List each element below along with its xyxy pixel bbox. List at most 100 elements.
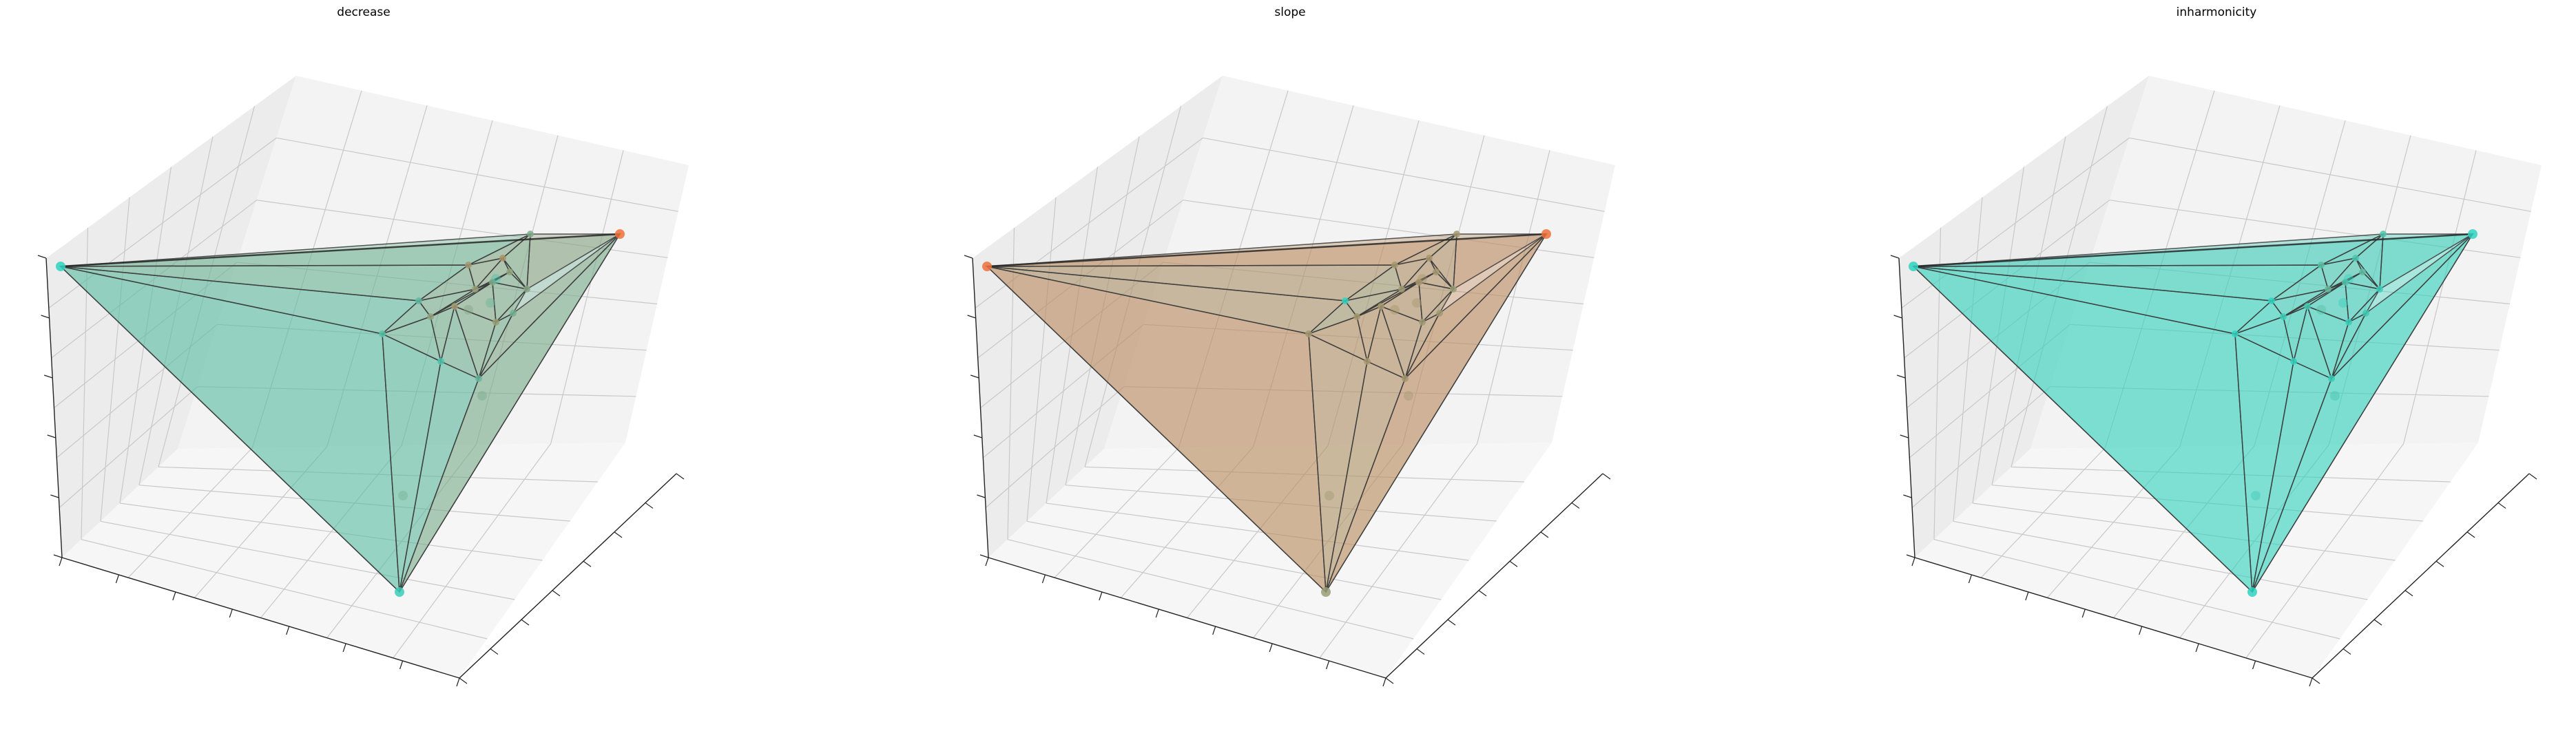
interior-point [2251, 491, 2261, 500]
vertex-point [506, 268, 513, 275]
interior-point [1417, 274, 1427, 284]
y-tick [2343, 648, 2351, 655]
gridline [1123, 386, 1563, 397]
y-tick [552, 590, 561, 597]
z-tick [47, 434, 56, 438]
vertex-point [427, 313, 434, 320]
surface [1909, 229, 2478, 597]
vertex-point [1378, 303, 1384, 310]
z-tick [1897, 374, 1906, 379]
surface-ridge [60, 233, 621, 268]
x-tick [1212, 626, 1216, 635]
surface-facet [2348, 288, 2380, 323]
z-tick [1893, 315, 1902, 319]
vertex-point [1436, 310, 1443, 317]
vertex-point [56, 262, 65, 271]
z-tick [50, 494, 59, 498]
z-tick [977, 494, 986, 498]
surface-facet [501, 233, 531, 291]
y-tick [2528, 473, 2537, 480]
gridline [2050, 386, 2489, 397]
vertex-point [472, 286, 479, 293]
x-tick [342, 643, 346, 653]
x-tick [2195, 643, 2199, 653]
x-tick [1099, 591, 1103, 601]
interior-point [1412, 298, 1422, 308]
y-tick [521, 619, 530, 626]
pane-left [973, 76, 1223, 558]
interior-point [2338, 298, 2348, 308]
y-tick [1416, 648, 1425, 655]
gridline [1911, 386, 2051, 508]
vertex-point [510, 310, 517, 317]
surface-ridge [986, 233, 1547, 268]
x-tick [1155, 609, 1159, 618]
x-tick [2139, 626, 2143, 635]
axis-line [988, 557, 1386, 679]
interior-point [2344, 274, 2354, 284]
subplot-title: slope [1274, 6, 1305, 19]
vertex-point [1415, 279, 1422, 286]
x-tick [1911, 557, 1915, 567]
vertex-point [1342, 297, 1349, 304]
z-tick [1903, 494, 1912, 498]
surface-facet [1394, 257, 1431, 290]
interior-point [398, 491, 408, 500]
vertex-point [2290, 358, 2297, 365]
pane-back [1104, 76, 1615, 449]
axes-3d [1890, 76, 2542, 687]
interior-point [1325, 491, 1334, 500]
y-tick [2497, 502, 2506, 509]
axis-line [972, 257, 989, 558]
interior-point [2316, 305, 2326, 315]
vertex-point [615, 229, 625, 239]
x-tick [1382, 677, 1386, 687]
surface-facet [478, 233, 621, 379]
interior-point [477, 391, 487, 401]
vertex-point [1364, 358, 1371, 365]
vertex-point [2304, 303, 2311, 310]
x-tick [286, 626, 290, 635]
axis-line [1898, 257, 1915, 558]
vertex-point [1419, 319, 1426, 326]
surface [982, 229, 1551, 597]
y-tick [1509, 560, 1518, 567]
y-tick [1385, 677, 1394, 684]
z-tick [967, 315, 976, 319]
gridline [1084, 466, 1524, 483]
surface-facet [1913, 233, 2384, 267]
y-tick [490, 648, 499, 655]
surface-facet [495, 288, 528, 323]
z-tick [1900, 434, 1909, 438]
subplot-inharmonicity: inharmonicity [1890, 6, 2542, 687]
surface-facet [986, 233, 1457, 267]
y-tick [1540, 531, 1549, 538]
z-tick [53, 554, 63, 558]
axes-3d [964, 76, 1615, 687]
pane-left [1899, 76, 2149, 558]
surface-facet [2320, 257, 2358, 290]
vertex-point [2328, 375, 2335, 382]
y-tick [1447, 619, 1456, 626]
y-tick [2312, 677, 2320, 684]
interior-point [1404, 391, 1413, 401]
x-tick [59, 557, 63, 567]
pane-left [46, 76, 296, 558]
axis-line [45, 257, 63, 558]
y-tick [1602, 473, 1611, 480]
axes-3d [37, 76, 689, 687]
pane-back [2030, 76, 2542, 449]
axis-line [1914, 557, 2313, 679]
z-tick [979, 554, 989, 558]
surface [56, 229, 625, 597]
y-tick [459, 677, 468, 684]
vertex-point [1450, 286, 1457, 293]
vertex-point [2352, 255, 2359, 262]
vertex-point [451, 303, 458, 310]
surface-facet [2331, 233, 2473, 379]
vertex-point [2325, 286, 2331, 293]
x-tick [985, 557, 989, 567]
vertex-point [2342, 279, 2349, 286]
vertex-point [2362, 310, 2369, 317]
